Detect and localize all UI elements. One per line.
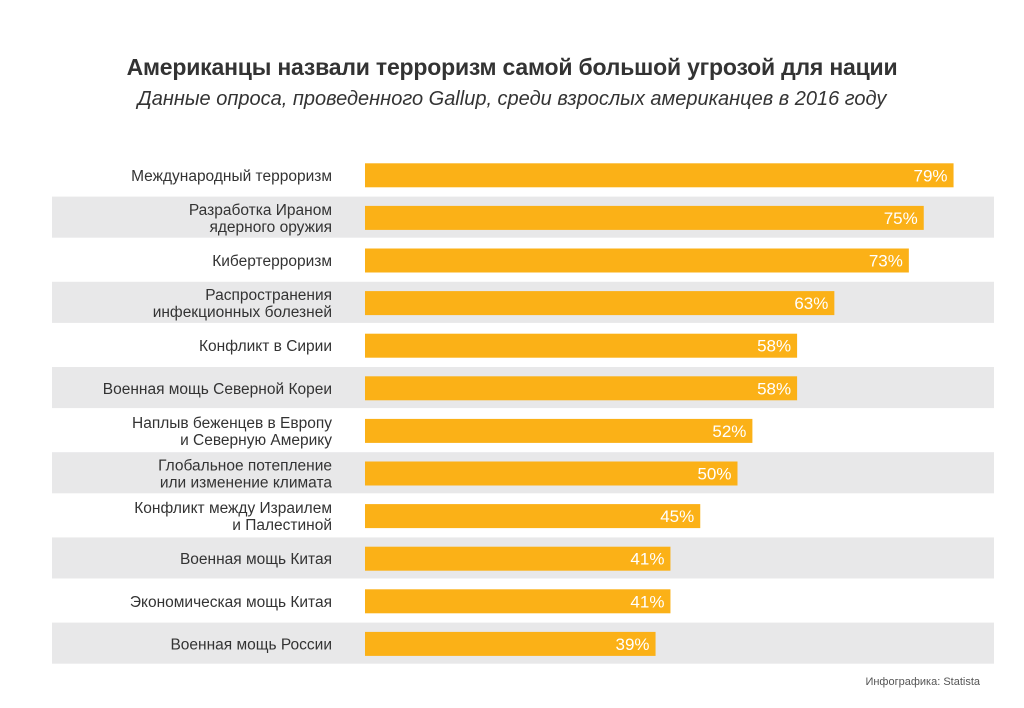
bar	[365, 418, 753, 443]
chart-title: Американцы назвали терроризм самой больш…	[126, 54, 898, 80]
category-label: Экономическая мощь Китая	[130, 594, 332, 611]
data-label: 39%	[616, 635, 650, 654]
data-label: 79%	[914, 166, 948, 185]
bar	[365, 589, 671, 614]
category-label: Наплыв беженцев в Европу и Северную Амери…	[132, 415, 332, 449]
category-label: Военная мощь Северной Кореи	[103, 381, 332, 398]
data-label: 58%	[757, 379, 791, 398]
category-label: Конфликт между Израилем и Палестиной	[134, 500, 332, 534]
bar	[365, 333, 798, 358]
data-label: 52%	[712, 422, 746, 441]
bar	[365, 248, 909, 273]
data-label: 41%	[630, 550, 664, 569]
data-label: 45%	[660, 507, 694, 526]
category-label: Военная мощь Китая	[180, 551, 332, 568]
chart-subtitle: Данные опроса, проведенного Gallup, сред…	[137, 88, 887, 110]
category-label: Разработка Ираном ядерного оружия	[189, 202, 332, 236]
category-label: Кибертерроризм	[212, 253, 332, 270]
category-label: Глобальное потепление или изменение клима…	[158, 458, 332, 492]
bar	[365, 504, 701, 529]
category-label: Военная мощь России	[170, 636, 332, 653]
bar	[365, 163, 954, 188]
bar	[365, 631, 656, 656]
bar	[365, 461, 738, 486]
category-label: Международный терроризм	[131, 168, 332, 185]
bar	[365, 376, 798, 401]
data-label: 50%	[697, 465, 731, 484]
category-label: Распространения инфекционных болезней	[153, 287, 332, 321]
bar	[365, 205, 924, 230]
source-credit: Инфографика: Statista	[865, 676, 980, 688]
data-label: 41%	[630, 592, 664, 611]
category-label: Конфликт в Сирии	[199, 338, 332, 355]
data-label: 75%	[884, 209, 918, 228]
data-label: 63%	[794, 294, 828, 313]
data-label: 58%	[757, 337, 791, 356]
bar	[365, 546, 671, 571]
data-label: 73%	[869, 252, 903, 271]
bar	[365, 291, 835, 316]
